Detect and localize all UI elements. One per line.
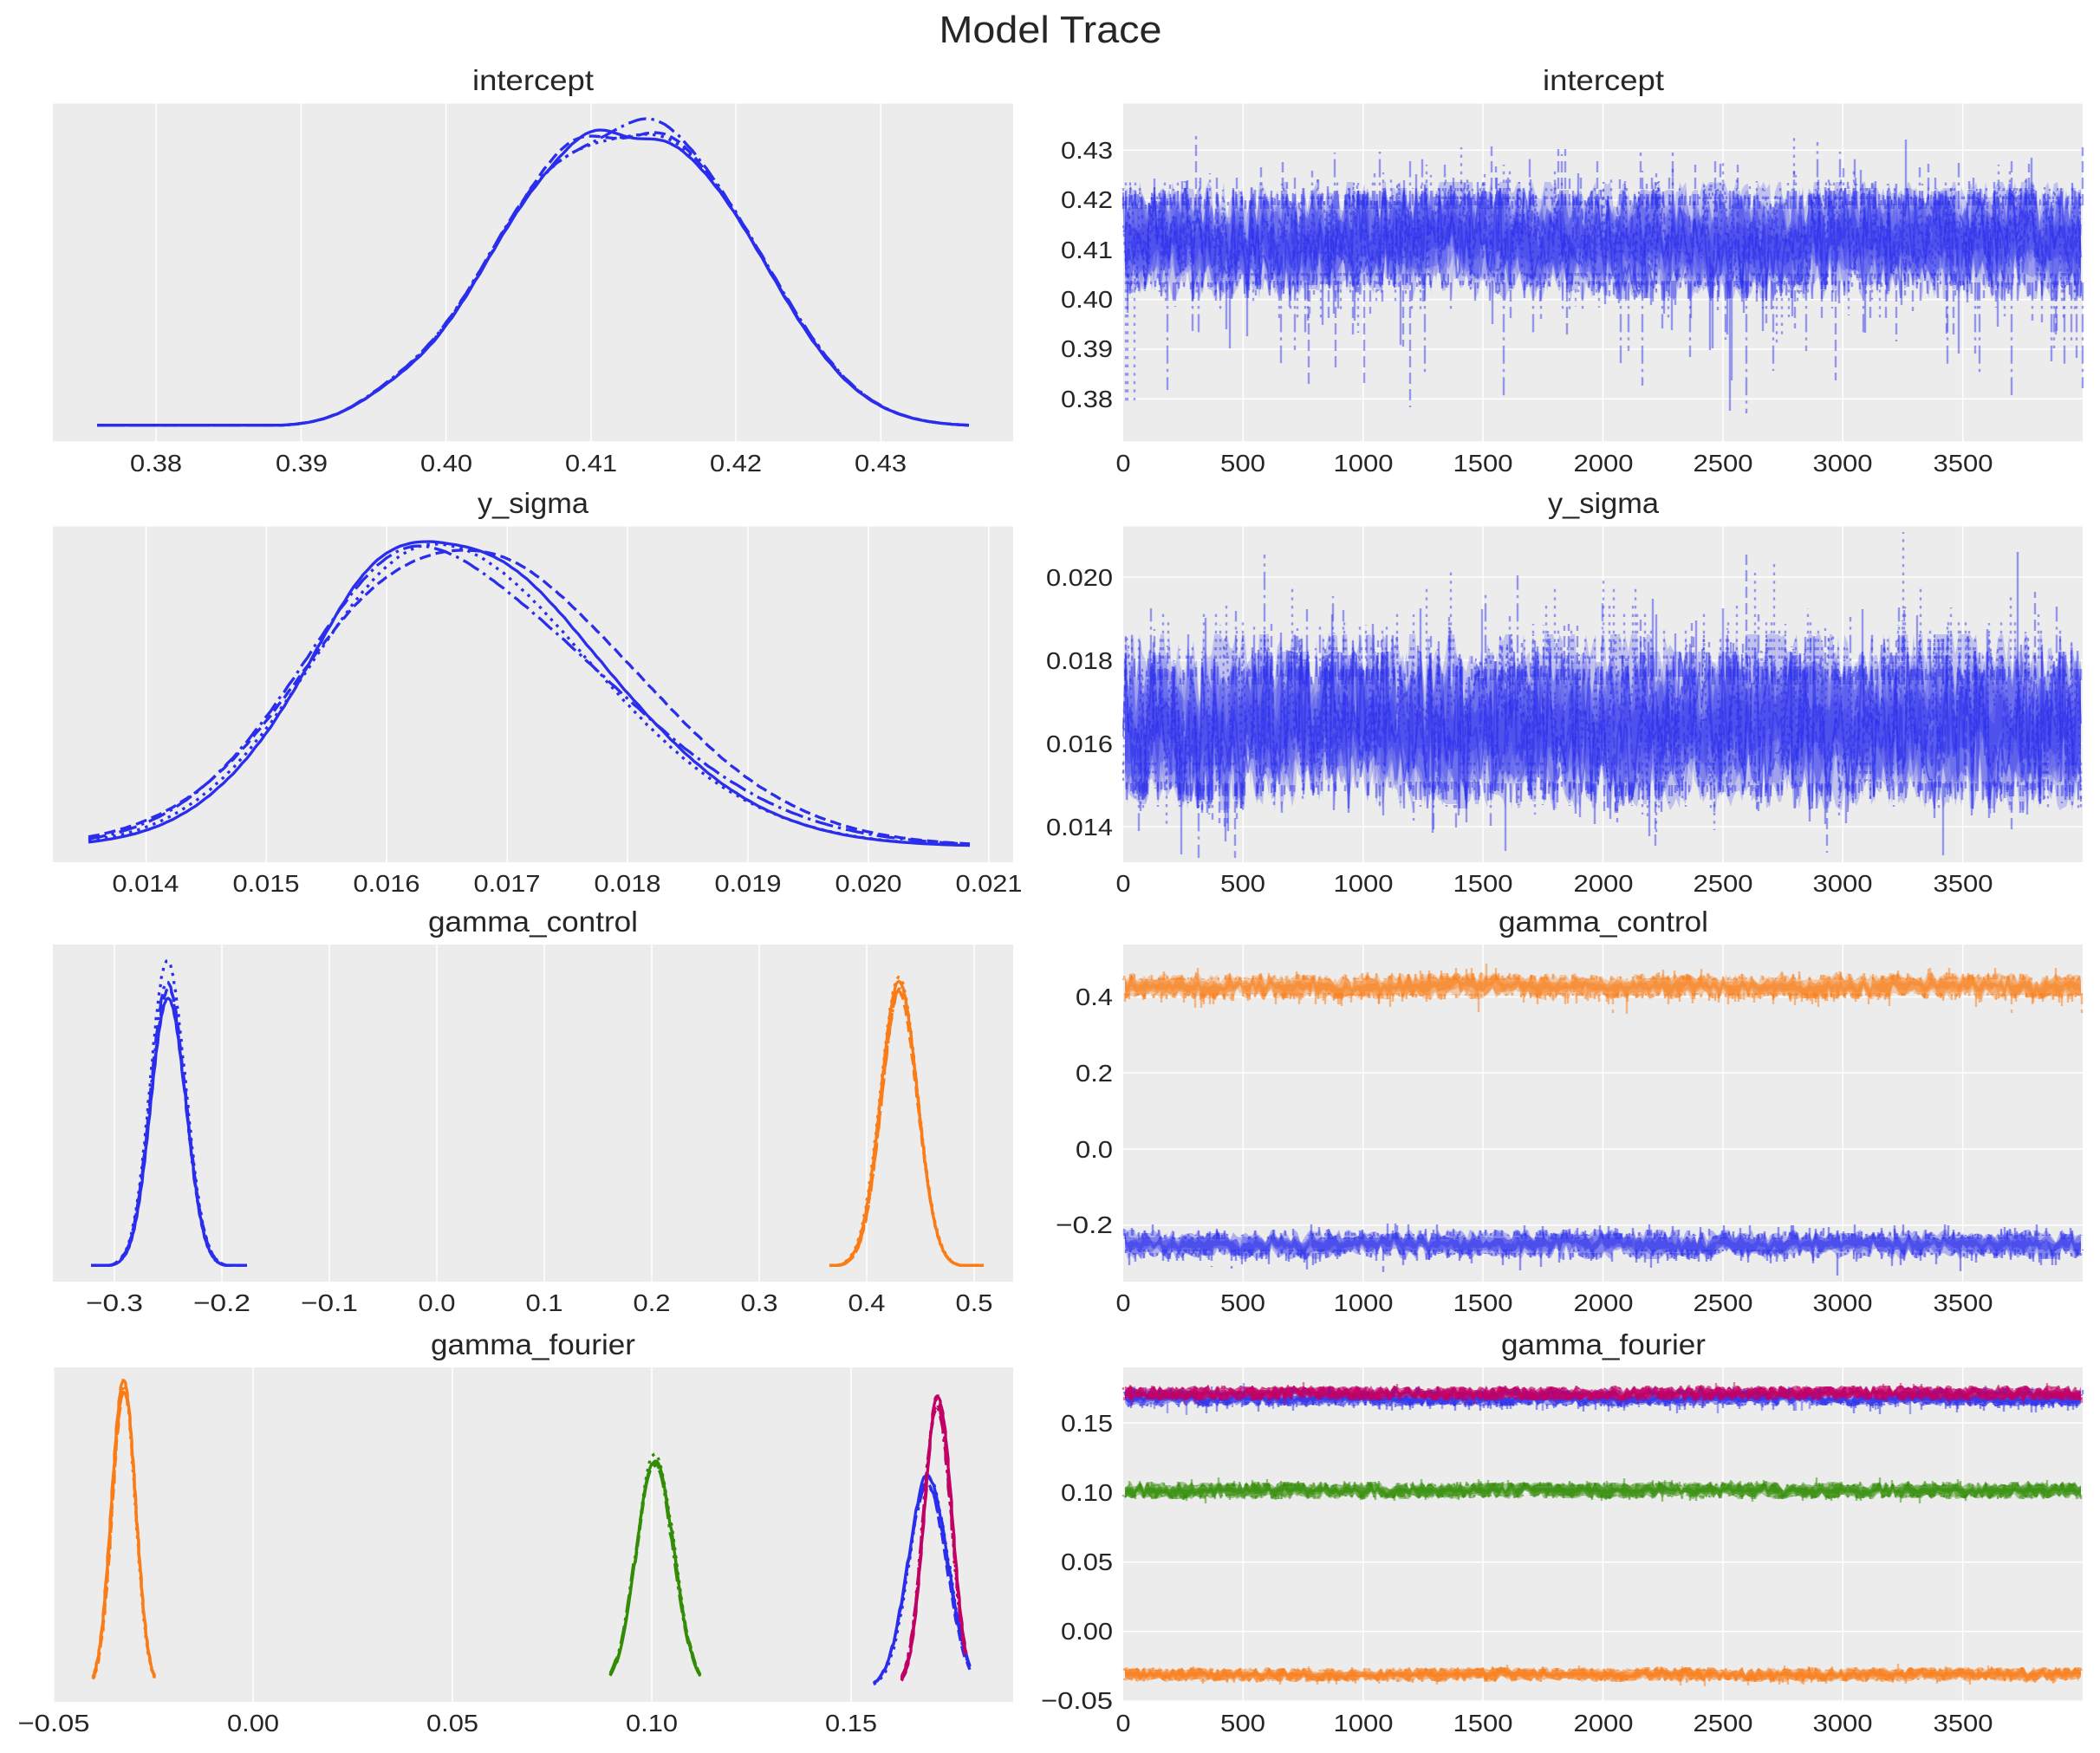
svg-text:0.4: 0.4	[848, 1289, 886, 1316]
svg-text:1500: 1500	[1453, 1710, 1513, 1737]
svg-text:0.43: 0.43	[1061, 137, 1113, 164]
svg-text:0.4: 0.4	[1076, 984, 1113, 1010]
svg-text:−0.1: −0.1	[301, 1289, 358, 1316]
svg-text:2000: 2000	[1574, 1289, 1634, 1316]
svg-text:1000: 1000	[1334, 870, 1394, 897]
svg-text:0.00: 0.00	[1061, 1618, 1113, 1645]
svg-text:0.39: 0.39	[276, 450, 328, 477]
svg-text:0.016: 0.016	[1046, 730, 1113, 757]
svg-text:0.018: 0.018	[595, 870, 661, 897]
svg-text:y_sigma: y_sigma	[1548, 487, 1660, 519]
svg-text:1000: 1000	[1334, 450, 1394, 477]
svg-text:500: 500	[1220, 1289, 1265, 1316]
svg-text:0.42: 0.42	[710, 450, 762, 477]
svg-text:−0.05: −0.05	[18, 1710, 90, 1737]
svg-text:gamma_fourier: gamma_fourier	[1501, 1328, 1706, 1360]
svg-text:2000: 2000	[1574, 870, 1634, 897]
svg-text:−0.2: −0.2	[1056, 1211, 1113, 1238]
svg-text:0.38: 0.38	[1061, 386, 1113, 412]
svg-text:0.10: 0.10	[626, 1710, 678, 1737]
svg-text:0.39: 0.39	[1061, 335, 1113, 362]
svg-text:3000: 3000	[1813, 1710, 1873, 1737]
svg-text:0.017: 0.017	[474, 870, 541, 897]
svg-text:0.014: 0.014	[1046, 814, 1113, 841]
svg-text:1000: 1000	[1334, 1710, 1394, 1737]
svg-text:0.020: 0.020	[1046, 564, 1113, 591]
svg-text:gamma_control: gamma_control	[428, 906, 638, 938]
svg-text:0.15: 0.15	[825, 1710, 877, 1737]
svg-text:3500: 3500	[1934, 870, 1993, 897]
svg-text:500: 500	[1220, 450, 1265, 477]
svg-text:0: 0	[1116, 1289, 1131, 1316]
svg-text:2500: 2500	[1694, 450, 1753, 477]
svg-text:0.0: 0.0	[419, 1289, 456, 1316]
svg-text:2500: 2500	[1694, 1289, 1753, 1316]
svg-text:0.05: 0.05	[426, 1710, 478, 1737]
svg-text:0.40: 0.40	[420, 450, 472, 477]
svg-text:0.2: 0.2	[1076, 1060, 1113, 1087]
svg-text:1000: 1000	[1334, 1289, 1394, 1316]
svg-text:0: 0	[1116, 450, 1131, 477]
svg-text:0.43: 0.43	[855, 450, 907, 477]
svg-text:0.00: 0.00	[227, 1710, 279, 1737]
svg-text:3000: 3000	[1813, 870, 1873, 897]
svg-text:0.014: 0.014	[113, 870, 179, 897]
svg-text:−0.05: −0.05	[1041, 1687, 1113, 1714]
svg-text:2000: 2000	[1574, 450, 1634, 477]
svg-text:0.38: 0.38	[130, 450, 182, 477]
svg-text:0.1: 0.1	[526, 1289, 563, 1316]
svg-text:0.5: 0.5	[956, 1289, 993, 1316]
svg-text:0.15: 0.15	[1061, 1410, 1113, 1437]
svg-text:0.019: 0.019	[715, 870, 782, 897]
svg-text:0.41: 0.41	[1061, 237, 1113, 263]
svg-text:gamma_fourier: gamma_fourier	[431, 1328, 635, 1360]
svg-text:intercept: intercept	[1543, 64, 1664, 96]
svg-text:2500: 2500	[1694, 1710, 1753, 1737]
svg-text:3000: 3000	[1813, 450, 1873, 477]
svg-text:0.40: 0.40	[1061, 286, 1113, 313]
svg-text:2500: 2500	[1694, 870, 1753, 897]
svg-text:gamma_control: gamma_control	[1499, 906, 1708, 938]
svg-text:0.018: 0.018	[1046, 647, 1113, 674]
svg-text:2000: 2000	[1574, 1710, 1634, 1737]
svg-text:500: 500	[1220, 1710, 1265, 1737]
svg-text:y_sigma: y_sigma	[478, 487, 589, 519]
svg-text:−0.2: −0.2	[193, 1289, 250, 1316]
svg-text:0.05: 0.05	[1061, 1548, 1113, 1575]
svg-text:1500: 1500	[1453, 450, 1513, 477]
svg-text:0.020: 0.020	[835, 870, 902, 897]
svg-text:0.016: 0.016	[354, 870, 420, 897]
svg-text:3500: 3500	[1934, 450, 1993, 477]
svg-text:0.2: 0.2	[634, 1289, 671, 1316]
svg-text:0.42: 0.42	[1061, 186, 1113, 213]
svg-text:0.0: 0.0	[1076, 1136, 1113, 1163]
svg-text:Model Trace: Model Trace	[939, 9, 1162, 51]
svg-text:−0.3: −0.3	[86, 1289, 143, 1316]
svg-text:0: 0	[1116, 1710, 1131, 1737]
svg-text:3500: 3500	[1934, 1710, 1993, 1737]
svg-text:1500: 1500	[1453, 870, 1513, 897]
svg-text:0.021: 0.021	[956, 870, 1023, 897]
svg-text:3500: 3500	[1934, 1289, 1993, 1316]
svg-text:intercept: intercept	[472, 64, 594, 96]
svg-text:0.10: 0.10	[1061, 1479, 1113, 1506]
svg-text:0.015: 0.015	[233, 870, 300, 897]
svg-text:0: 0	[1116, 870, 1131, 897]
svg-text:0.41: 0.41	[565, 450, 617, 477]
svg-text:0.3: 0.3	[741, 1289, 778, 1316]
svg-text:500: 500	[1220, 870, 1265, 897]
svg-text:1500: 1500	[1453, 1289, 1513, 1316]
svg-text:3000: 3000	[1813, 1289, 1873, 1316]
